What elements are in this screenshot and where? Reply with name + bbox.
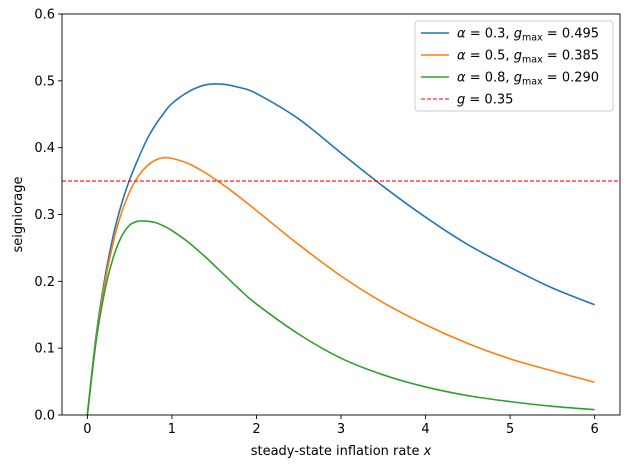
legend-label: g = 0.35 — [457, 93, 513, 108]
legend-label: α = 0.3, gmax = 0.495 — [457, 27, 599, 44]
legend-label: α = 0.5, gmax = 0.385 — [457, 49, 599, 66]
x-tick-label: 4 — [421, 422, 429, 437]
y-tick-label: 0.4 — [34, 141, 55, 156]
y-axis-label: seigniorage — [11, 176, 26, 252]
x-tick-label: 0 — [83, 422, 91, 437]
y-tick-label: 0.6 — [34, 8, 55, 23]
legend-entry-2: α = 0.5, gmax = 0.385 — [421, 49, 599, 66]
legend-entry-1: α = 0.3, gmax = 0.495 — [421, 27, 599, 44]
y-tick-label: 0.3 — [34, 208, 55, 223]
x-axis-label: steady-state inflation rate x — [251, 444, 432, 459]
y-tick-label: 0.2 — [34, 275, 55, 290]
series-line-1 — [86, 83, 595, 415]
legend-entry-4: g = 0.35 — [421, 93, 513, 108]
x-tick-label: 5 — [506, 422, 514, 437]
y-tick-label: 0.5 — [34, 74, 55, 89]
y-tick-label: 0.1 — [34, 342, 55, 357]
series-line-3 — [86, 220, 595, 415]
x-tick-label: 3 — [337, 422, 345, 437]
x-tick-label: 1 — [168, 422, 176, 437]
x-tick-label: 6 — [590, 422, 598, 437]
x-tick-label: 2 — [252, 422, 260, 437]
legend-label: α = 0.8, gmax = 0.290 — [457, 71, 599, 88]
series-line-2 — [86, 156, 595, 415]
plot-area — [62, 83, 620, 415]
legend-box — [414, 20, 614, 112]
legend-entry-3: α = 0.8, gmax = 0.290 — [421, 71, 599, 88]
y-tick-label: 0.0 — [34, 409, 55, 424]
